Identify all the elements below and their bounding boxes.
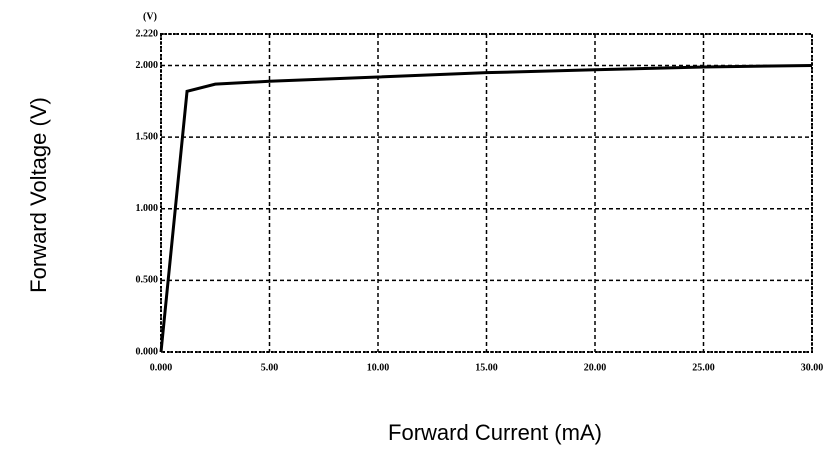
y-unit: (V)	[143, 11, 157, 22]
x-tick-label: 10.00	[367, 362, 390, 373]
y-tick-label: 1.000	[136, 203, 159, 214]
x-tick-label: 0.000	[150, 362, 173, 373]
x-axis-title: Forward Current (mA)	[388, 420, 602, 445]
x-tick-label: 30.00	[801, 362, 824, 373]
data-line	[159, 64, 813, 353]
y-tick-label: 1.500	[136, 131, 159, 142]
y-axis-title: Forward Voltage (V)	[26, 97, 51, 293]
x-tick-label: 15.00	[475, 362, 498, 373]
x-tick-label: 20.00	[584, 362, 607, 373]
x-tick-label: 5.00	[261, 362, 279, 373]
y-tick-label: 2.000	[136, 60, 159, 71]
y-tick-label: 2.220	[136, 28, 159, 39]
y-tick-label: 0.000	[136, 346, 159, 357]
y-tick-label: 0.500	[136, 275, 159, 286]
x-tick-label: 25.00	[692, 362, 715, 373]
